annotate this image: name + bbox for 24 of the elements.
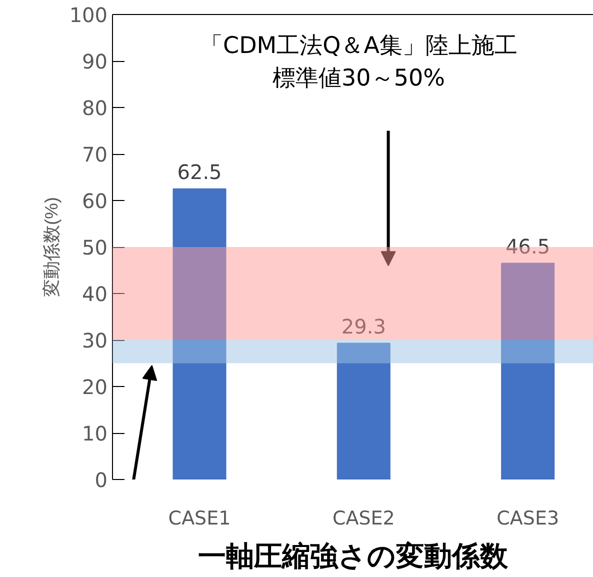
data-label: 62.5 [177,160,222,184]
y-tick-label: 30 [82,328,108,352]
annotation: 標準値30～50% [272,66,445,92]
text: 一軸圧縮強さの変動係数 [198,540,509,572]
data-label: 29.3 [341,314,386,338]
y-tick-label: 60 [82,189,108,213]
y-tick-label: 50 [82,236,108,260]
bar [501,262,555,480]
y-tick-label: 10 [82,422,108,446]
y-tick-label: 20 [82,375,108,399]
y-tick-label: 40 [82,282,108,306]
x-tick-label: CASE1 [168,508,231,530]
y-tick-label: 70 [82,142,108,166]
data-label: 46.5 [506,234,550,258]
y-axis-title: 変動係数(%) [41,196,62,297]
y-tick-label: 0 [94,468,108,492]
annotation: 「CDM工法Q＆A集」陸上施工 [200,33,518,60]
x-tick-label: CASE3 [496,508,560,530]
bar [172,188,226,480]
y-tick-label: 80 [82,96,108,120]
x-tick-label: CASE2 [332,508,395,530]
bar [336,342,390,480]
y-tick-label: 100 [69,3,108,27]
y-tick-label: 90 [82,50,108,74]
